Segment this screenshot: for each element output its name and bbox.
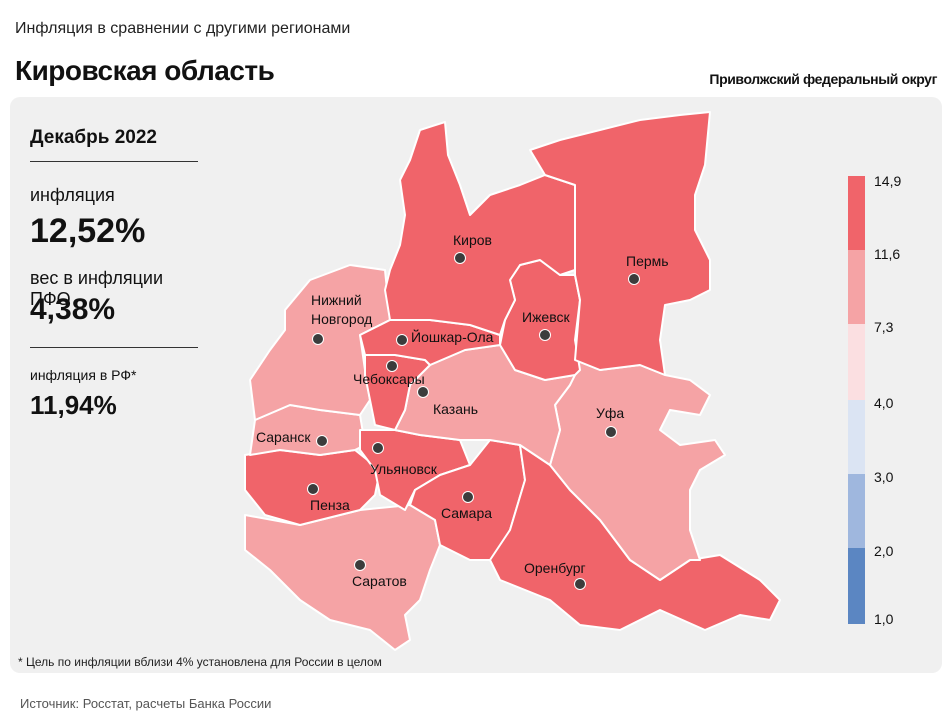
- city-label-ulyanovsk: Ульяновск: [370, 461, 438, 477]
- legend-band-2: [848, 250, 865, 324]
- legend-tick-2: 11,6: [874, 246, 900, 262]
- city-label-saransk: Саранск: [256, 429, 311, 445]
- city-marker-saransk: [316, 435, 328, 447]
- city-marker-yoshkar-ola: [396, 334, 408, 346]
- inflation-value: 12,52%: [30, 212, 146, 250]
- period-label: Декабрь 2022: [30, 127, 157, 148]
- legend-tick-4: 4,0: [874, 395, 894, 411]
- legend-band-1: [848, 176, 865, 250]
- page-title: Кировская область: [15, 55, 275, 86]
- city-label-penza: Пенза: [310, 497, 350, 513]
- legend-tick-6: 2,0: [874, 543, 894, 559]
- district-label: Приволжский федеральный округ: [709, 71, 937, 87]
- city-marker-saratov: [354, 559, 366, 571]
- city-label-izhevsk: Ижевск: [522, 309, 570, 325]
- inflation-label: инфляция: [30, 185, 115, 205]
- city-marker-perm: [628, 273, 640, 285]
- city-label-cheboksary: Чебоксары: [353, 371, 425, 387]
- city-label-kirov: Киров: [453, 232, 492, 248]
- city-marker-nn: [312, 333, 324, 345]
- legend-tick-7: 1,0: [874, 611, 894, 627]
- footnote: * Цель по инфляции вблизи 4% установлена…: [18, 655, 382, 669]
- source-note: Источник: Росстат, расчеты Банка России: [20, 696, 272, 711]
- city-label-ufa: Уфа: [596, 405, 624, 421]
- city-marker-ufa: [605, 426, 617, 438]
- city-label-samara: Самара: [441, 505, 492, 521]
- city-marker-orenburg: [574, 578, 586, 590]
- city-label-perm: Пермь: [626, 253, 669, 269]
- region-ufa[interactable]: [549, 359, 726, 581]
- city-marker-kazan: [417, 386, 429, 398]
- weight-value: 4,38%: [30, 293, 116, 326]
- legend-tick-5: 3,0: [874, 469, 894, 485]
- city-marker-penza: [307, 483, 319, 495]
- divider: [30, 347, 198, 348]
- stats-panel: Декабрь 2022 инфляция 12,52% вес в инфля…: [30, 127, 200, 420]
- city-marker-samara: [462, 491, 474, 503]
- city-marker-ulyanovsk: [372, 442, 384, 454]
- city-label-yoshkar-ola: Йошкар-Ола: [411, 328, 494, 345]
- city-marker-kirov: [454, 252, 466, 264]
- rf-inflation-value: 11,94%: [30, 390, 117, 420]
- rf-inflation-label: инфляция в РФ*: [30, 367, 137, 383]
- city-label-nn-line2: Новгород: [311, 311, 372, 327]
- city-label-orenburg: Оренбург: [524, 560, 586, 576]
- divider: [30, 161, 198, 162]
- city-label-nn-line1: Нижний: [311, 292, 362, 308]
- city-marker-izhevsk: [539, 329, 551, 341]
- legend-band-6: [848, 548, 865, 624]
- legend-band-5: [848, 474, 865, 548]
- region-kirov[interactable]: [384, 121, 576, 336]
- city-marker-cheboksary: [386, 360, 398, 372]
- legend-band-3: [848, 324, 865, 400]
- city-label-kazan: Казань: [433, 401, 478, 417]
- weight-label: вес в инфляции ПФО: [30, 268, 164, 309]
- legend-scale: [848, 176, 865, 624]
- region-saratov[interactable]: [244, 504, 441, 651]
- region-perm[interactable]: [529, 111, 711, 376]
- legend-tick-1: 14,9: [874, 173, 901, 189]
- legend-band-4: [848, 400, 865, 474]
- legend-tick-3: 7,3: [874, 319, 894, 335]
- city-label-saratov: Саратов: [352, 573, 407, 589]
- page-subtitle: Инфляция в сравнении с другими регионами: [15, 20, 351, 37]
